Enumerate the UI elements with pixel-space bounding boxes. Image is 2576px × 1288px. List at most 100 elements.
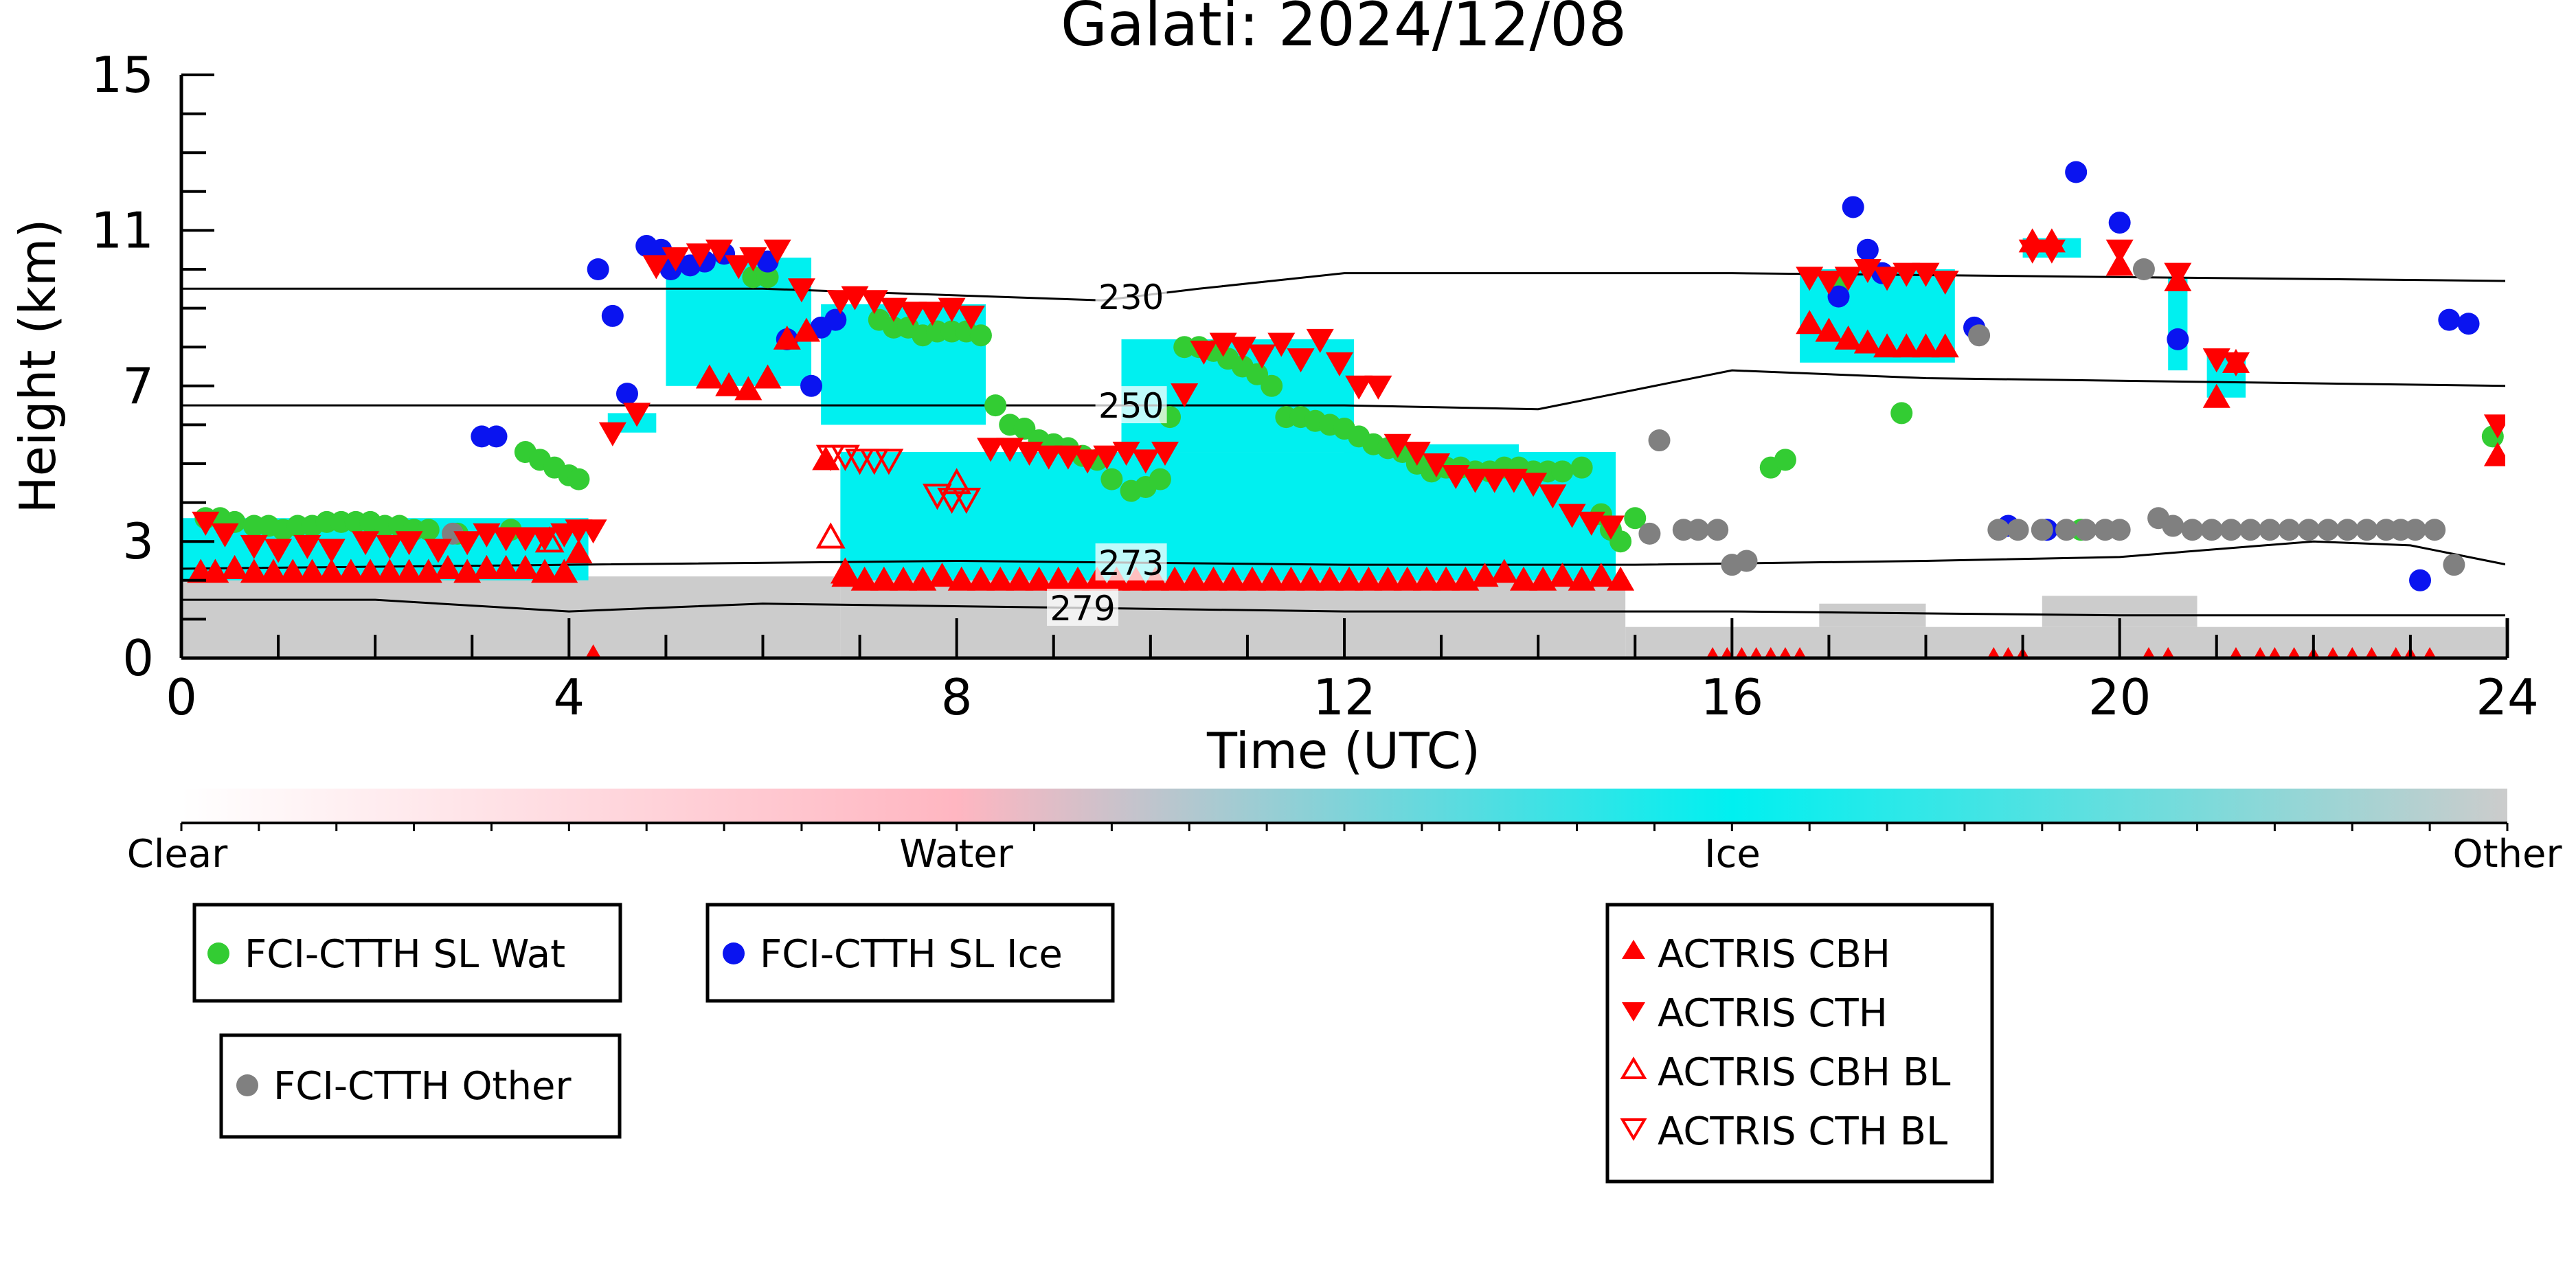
fci-ctth-sl-wat-point <box>567 468 590 490</box>
actris-cbh-point <box>1432 566 1460 591</box>
actris-cth-point <box>1423 453 1451 477</box>
legend-actris-cbh-marker <box>1622 940 1645 959</box>
actris-cth-point <box>376 534 404 559</box>
fci-ctth-sl-wat-point <box>1624 507 1647 530</box>
legend-wat: FCI-CTTH SL Wat <box>192 903 622 1003</box>
actris-cth-point <box>1403 442 1431 466</box>
actris-cth-point <box>211 523 239 547</box>
x-tick-label: 0 <box>166 668 197 726</box>
actris-cbh-point <box>337 558 365 583</box>
colorbar-gradient <box>181 789 2507 823</box>
fci-ctth-sl-ice-point <box>1856 238 1879 261</box>
actris-cth-point <box>1112 442 1140 466</box>
actris-cbh-point <box>1706 647 1719 658</box>
actris-cbh-point <box>1912 333 1940 358</box>
actris-cth-point <box>1853 259 1882 283</box>
legend-actris-cth-label: ACTRIS CTH <box>1658 991 1888 1036</box>
actris-cbh-point <box>1893 333 1921 358</box>
fci-ctth-other-point <box>2181 519 2204 541</box>
actris-cth-point <box>787 278 815 303</box>
fci-ctth-other-point <box>2075 519 2097 541</box>
actris-cth-point <box>395 531 423 556</box>
isotherm-labels: 230 250 273 279 <box>1047 278 1167 629</box>
colorbar-label-other: Other <box>2452 832 2562 877</box>
x-tick-label: 8 <box>941 668 973 726</box>
actris-cbh-point <box>2268 647 2281 658</box>
fci-ctth-sl-ice-point <box>2108 212 2131 234</box>
actris-cbh-point <box>511 554 539 579</box>
actris-cth-point <box>2164 262 2192 287</box>
x-axis-label: Time (UTC) <box>1206 722 1480 780</box>
legend-other-box <box>219 1033 622 1139</box>
actris-cth-point <box>1131 449 1160 474</box>
actris-cbh-point <box>1987 647 2000 658</box>
actris-cth-bl-point <box>874 449 904 475</box>
fci-ctth-other-point <box>1987 519 2010 541</box>
actris-cth-point <box>1539 484 1567 509</box>
fci-ctth-sl-wat-point <box>984 394 1007 417</box>
legend-ice-marker <box>723 942 745 964</box>
fci-ctth-sl-ice-point <box>601 304 624 327</box>
actris-cbh-point <box>1064 566 1092 591</box>
actris-cth-point <box>264 539 293 563</box>
legend-actris: ACTRIS CBH ACTRIS CTH ACTRIS CBH BL ACTR… <box>1605 903 1994 1184</box>
actris-cbh-point <box>492 554 520 579</box>
isotherm-line <box>181 369 2505 411</box>
actris-cbh-point <box>1006 566 1034 591</box>
actris-cth-point <box>642 255 670 280</box>
actris-cbh-point <box>1764 647 1777 658</box>
actris-cbh-point <box>831 563 859 587</box>
actris-cbh-point <box>734 376 762 400</box>
actris-cbh-bl-point <box>831 557 860 584</box>
actris-cbh-point <box>947 566 975 591</box>
actris-cbh-point <box>1412 566 1440 591</box>
actris-cbh-point <box>2162 647 2175 658</box>
actris-cth-point <box>2037 239 2066 264</box>
actris-cth-point <box>1074 449 1102 474</box>
actris-cth-point <box>957 305 985 330</box>
isotherm-label-bg <box>1095 278 1167 315</box>
actris-cbh-point <box>2389 647 2402 658</box>
actris-cbh-point <box>1931 333 1959 358</box>
actris-cbh-point <box>550 558 578 583</box>
fci-ctth-other-point <box>1968 324 1991 347</box>
actris-cbh-point <box>2346 647 2359 658</box>
legend-other: FCI-CTTH Other <box>219 1033 622 1139</box>
fci-ctth-other-point <box>2278 519 2301 541</box>
isotherm-label-bg <box>1095 543 1167 581</box>
actris-cth-point <box>1834 267 1862 291</box>
plot-area <box>181 161 2505 658</box>
actris-cbh-point <box>585 644 602 658</box>
isotherm-line <box>181 540 2505 570</box>
actris-cbh-point <box>1607 566 1635 591</box>
fci-ctth-sl-ice-point <box>824 308 847 331</box>
fci-ctth-other-point <box>2108 519 2131 541</box>
actris-cbh-point <box>376 558 404 583</box>
fci-ctth-sl-ice-point <box>1842 196 1864 218</box>
fci-ctth-sl-wat-point <box>969 324 992 347</box>
fci-ctth-sl-ice-point <box>2167 328 2189 350</box>
actris-cth-point <box>1480 468 1509 493</box>
actris-cbh-point <box>1238 566 1266 591</box>
fci-ctth-sl-ice-point <box>615 383 638 405</box>
fci-ctth-sl-ice-point <box>2438 308 2461 331</box>
actris-cbh-point <box>1735 647 1748 658</box>
actris-cbh-point <box>986 566 1015 591</box>
y-tick-label: 7 <box>122 357 154 415</box>
fci-ctth-sl-ice-point <box>2457 313 2480 335</box>
actris-cth-point <box>511 527 539 552</box>
actris-cth-point <box>579 519 607 544</box>
actris-cth-point <box>1325 352 1353 376</box>
legend-actris-cbh-bl-label: ACTRIS CBH BL <box>1658 1050 1950 1095</box>
actris-cbh-point <box>890 566 918 591</box>
actris-cbh-point <box>1335 566 1364 591</box>
actris-cth-point <box>240 534 268 559</box>
legend-other-marker <box>236 1074 258 1096</box>
chart-title: Galati: 2024/12/08 <box>1061 0 1627 60</box>
fci-ctth-other-point <box>1735 550 1758 572</box>
actris-cbh-point <box>2254 647 2267 658</box>
actris-cth-point <box>1815 270 1843 295</box>
legend-other-label: FCI-CTTH Other <box>273 1064 572 1109</box>
fci-ctth-other-point <box>2404 519 2426 541</box>
isotherm-label-bg <box>1095 386 1167 424</box>
